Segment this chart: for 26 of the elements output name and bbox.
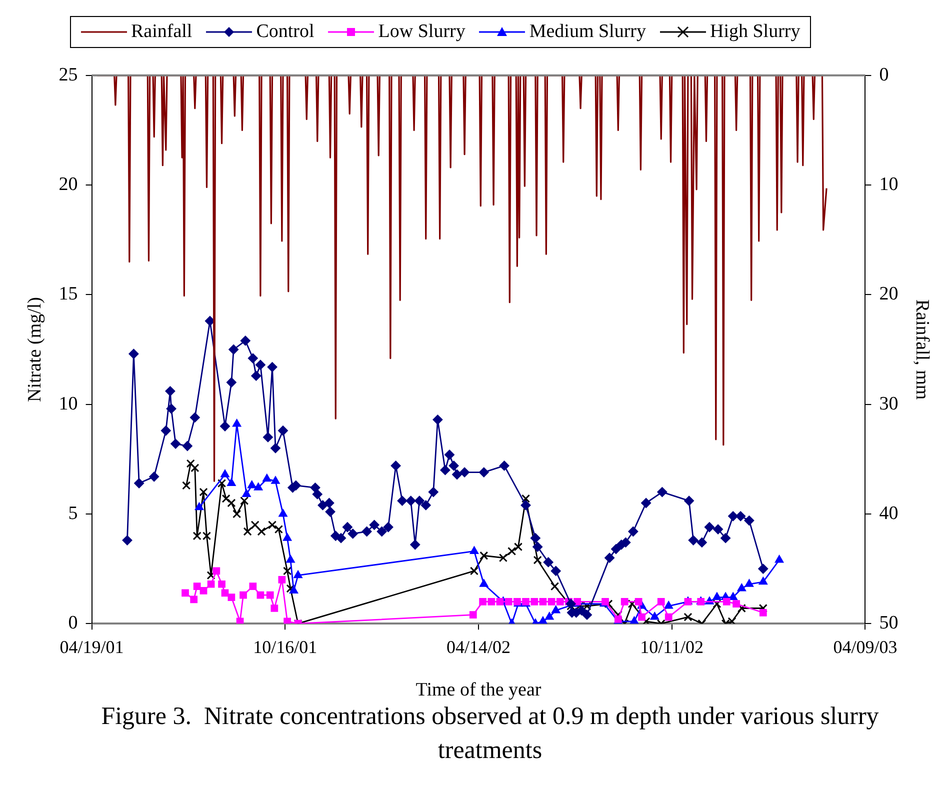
x-tick-label: 04/14/02	[446, 637, 511, 658]
y2-axis-title: Rainfall, mm	[912, 299, 933, 400]
legend-label: Medium Slurry	[529, 21, 646, 43]
y-tick-label: 5	[68, 502, 78, 524]
legend-label: Rainfall	[131, 21, 192, 43]
y-tick-label: 20	[58, 174, 78, 196]
y2-tick-label: 10	[879, 174, 898, 196]
text: Figure 3. Nitrate concentrations observed at 0.9 m depth under various slurry treatments	[100, 702, 880, 766]
y2-tick-label: 0	[879, 64, 889, 86]
y-axis-title: Nitrate (mg/l)	[24, 297, 46, 402]
y-tick-label: 25	[58, 64, 78, 86]
x-tick-label: 10/16/01	[253, 637, 318, 658]
legend-label: Control	[256, 21, 314, 43]
y2-tick-label: 30	[879, 393, 898, 414]
y2-tick-label: 20	[879, 284, 898, 305]
y-tick-label: 10	[58, 393, 78, 414]
x-axis-title: Time of the year	[416, 680, 542, 701]
x-tick-label: 04/09/03	[833, 637, 898, 658]
legend-label: Low Slurry	[378, 21, 466, 43]
y-tick-label: 15	[58, 284, 78, 305]
x-tick-label: 04/19/01	[60, 637, 124, 658]
y-tick-label: 0	[68, 612, 78, 634]
y2-tick-label: 40	[879, 502, 898, 524]
y2-tick-label: 50	[879, 612, 898, 634]
legend-label: High Slurry	[710, 21, 800, 43]
x-tick-label: 10/11/02	[640, 637, 704, 658]
